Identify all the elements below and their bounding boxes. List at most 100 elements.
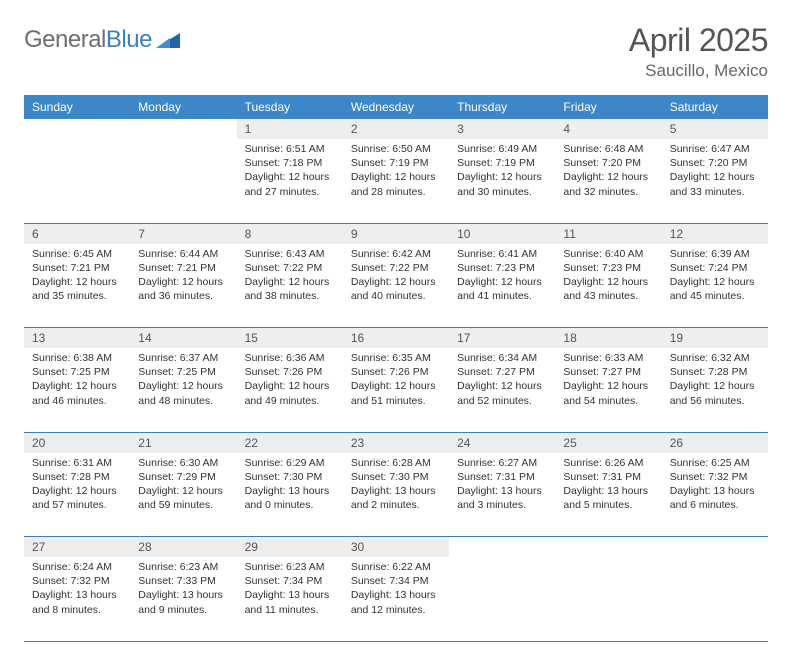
daylight-line: Daylight: 12 hours and 27 minutes. [245,170,335,198]
daylight-line: Daylight: 12 hours and 45 minutes. [670,275,760,303]
sunset-line: Sunset: 7:26 PM [245,365,335,379]
day-cell-body: Sunrise: 6:45 AMSunset: 7:21 PMDaylight:… [24,244,130,310]
sunrise-line: Sunrise: 6:34 AM [457,351,547,365]
empty-daynum [555,537,661,543]
day-cell: Sunrise: 6:23 AMSunset: 7:34 PMDaylight:… [237,557,343,641]
page: GeneralBlue April 2025 Saucillo, Mexico … [0,0,792,662]
sunrise-line: Sunrise: 6:29 AM [245,456,335,470]
sunrise-line: Sunrise: 6:31 AM [32,456,122,470]
sunset-line: Sunset: 7:23 PM [457,261,547,275]
daylight-line: Daylight: 12 hours and 43 minutes. [563,275,653,303]
sunset-line: Sunset: 7:32 PM [32,574,122,588]
day-cell-body: Sunrise: 6:25 AMSunset: 7:32 PMDaylight:… [662,453,768,519]
sunrise-line: Sunrise: 6:36 AM [245,351,335,365]
daynum-row: 12345 [24,119,768,139]
daynum-row: 20212223242526 [24,432,768,453]
daylight-line: Daylight: 13 hours and 12 minutes. [351,588,441,616]
sunset-line: Sunset: 7:21 PM [138,261,228,275]
day-cell-body: Sunrise: 6:50 AMSunset: 7:19 PMDaylight:… [343,139,449,205]
day-cell: Sunrise: 6:30 AMSunset: 7:29 PMDaylight:… [130,453,236,537]
day-number: 7 [130,224,236,244]
day-cell: Sunrise: 6:28 AMSunset: 7:30 PMDaylight:… [343,453,449,537]
day-cell-body: Sunrise: 6:34 AMSunset: 7:27 PMDaylight:… [449,348,555,414]
sunset-line: Sunset: 7:25 PM [32,365,122,379]
day-cell: Sunrise: 6:45 AMSunset: 7:21 PMDaylight:… [24,244,130,328]
daylight-line: Daylight: 13 hours and 6 minutes. [670,484,760,512]
day-number: 8 [237,224,343,244]
sunrise-line: Sunrise: 6:47 AM [670,142,760,156]
empty-cell [449,557,555,641]
daylight-line: Daylight: 12 hours and 32 minutes. [563,170,653,198]
day-cell-body: Sunrise: 6:49 AMSunset: 7:19 PMDaylight:… [449,139,555,205]
header: GeneralBlue April 2025 Saucillo, Mexico [24,22,768,81]
daylight-line: Daylight: 13 hours and 8 minutes. [32,588,122,616]
day-cell: Sunrise: 6:25 AMSunset: 7:32 PMDaylight:… [662,453,768,537]
daylight-line: Daylight: 12 hours and 49 minutes. [245,379,335,407]
day-cell: Sunrise: 6:35 AMSunset: 7:26 PMDaylight:… [343,348,449,432]
sunset-line: Sunset: 7:22 PM [351,261,441,275]
sunrise-line: Sunrise: 6:37 AM [138,351,228,365]
sunset-line: Sunset: 7:34 PM [245,574,335,588]
weekday-header: Monday [130,95,236,119]
day-number: 21 [130,433,236,453]
day-cell: Sunrise: 6:38 AMSunset: 7:25 PMDaylight:… [24,348,130,432]
week-row: Sunrise: 6:24 AMSunset: 7:32 PMDaylight:… [24,557,768,641]
day-cell-body: Sunrise: 6:29 AMSunset: 7:30 PMDaylight:… [237,453,343,519]
day-number: 13 [24,328,130,348]
day-cell-body: Sunrise: 6:51 AMSunset: 7:18 PMDaylight:… [237,139,343,205]
day-number: 30 [343,537,449,557]
sunset-line: Sunset: 7:20 PM [563,156,653,170]
sunset-line: Sunset: 7:30 PM [351,470,441,484]
daylight-line: Daylight: 13 hours and 5 minutes. [563,484,653,512]
daylight-line: Daylight: 12 hours and 52 minutes. [457,379,547,407]
daylight-line: Daylight: 12 hours and 54 minutes. [563,379,653,407]
weekday-header: Tuesday [237,95,343,119]
day-number: 5 [662,119,768,139]
day-number: 3 [449,119,555,139]
week-row: Sunrise: 6:31 AMSunset: 7:28 PMDaylight:… [24,453,768,537]
daylight-line: Daylight: 12 hours and 48 minutes. [138,379,228,407]
sunset-line: Sunset: 7:34 PM [351,574,441,588]
sunset-line: Sunset: 7:27 PM [457,365,547,379]
daylight-line: Daylight: 13 hours and 11 minutes. [245,588,335,616]
calendar-table: SundayMondayTuesdayWednesdayThursdayFrid… [24,95,768,642]
daynum-row: 27282930 [24,537,768,558]
empty-daynum [449,537,555,543]
day-cell-body: Sunrise: 6:32 AMSunset: 7:28 PMDaylight:… [662,348,768,414]
day-cell: Sunrise: 6:33 AMSunset: 7:27 PMDaylight:… [555,348,661,432]
day-number: 19 [662,328,768,348]
day-cell-body: Sunrise: 6:23 AMSunset: 7:34 PMDaylight:… [237,557,343,623]
sunrise-line: Sunrise: 6:45 AM [32,247,122,261]
day-cell-body: Sunrise: 6:35 AMSunset: 7:26 PMDaylight:… [343,348,449,414]
day-number: 23 [343,433,449,453]
day-cell-body: Sunrise: 6:42 AMSunset: 7:22 PMDaylight:… [343,244,449,310]
weekday-header: Thursday [449,95,555,119]
sunset-line: Sunset: 7:31 PM [457,470,547,484]
daylight-line: Daylight: 13 hours and 2 minutes. [351,484,441,512]
sunrise-line: Sunrise: 6:26 AM [563,456,653,470]
day-cell-body: Sunrise: 6:31 AMSunset: 7:28 PMDaylight:… [24,453,130,519]
day-cell-body: Sunrise: 6:27 AMSunset: 7:31 PMDaylight:… [449,453,555,519]
day-cell: Sunrise: 6:23 AMSunset: 7:33 PMDaylight:… [130,557,236,641]
daylight-line: Daylight: 12 hours and 36 minutes. [138,275,228,303]
day-cell-body: Sunrise: 6:36 AMSunset: 7:26 PMDaylight:… [237,348,343,414]
day-number: 14 [130,328,236,348]
day-cell: Sunrise: 6:26 AMSunset: 7:31 PMDaylight:… [555,453,661,537]
empty-daynum [662,537,768,543]
day-cell-body: Sunrise: 6:23 AMSunset: 7:33 PMDaylight:… [130,557,236,623]
sunrise-line: Sunrise: 6:23 AM [245,560,335,574]
day-cell-body: Sunrise: 6:43 AMSunset: 7:22 PMDaylight:… [237,244,343,310]
daylight-line: Daylight: 13 hours and 9 minutes. [138,588,228,616]
sunrise-line: Sunrise: 6:48 AM [563,142,653,156]
sunset-line: Sunset: 7:19 PM [457,156,547,170]
day-cell-body: Sunrise: 6:38 AMSunset: 7:25 PMDaylight:… [24,348,130,414]
daylight-line: Daylight: 12 hours and 46 minutes. [32,379,122,407]
sunrise-line: Sunrise: 6:42 AM [351,247,441,261]
daylight-line: Daylight: 13 hours and 0 minutes. [245,484,335,512]
logo-triangle-icon [156,31,182,49]
day-number: 1 [237,119,343,139]
sunrise-line: Sunrise: 6:32 AM [670,351,760,365]
daylight-line: Daylight: 12 hours and 51 minutes. [351,379,441,407]
day-number: 11 [555,224,661,244]
day-cell: Sunrise: 6:32 AMSunset: 7:28 PMDaylight:… [662,348,768,432]
